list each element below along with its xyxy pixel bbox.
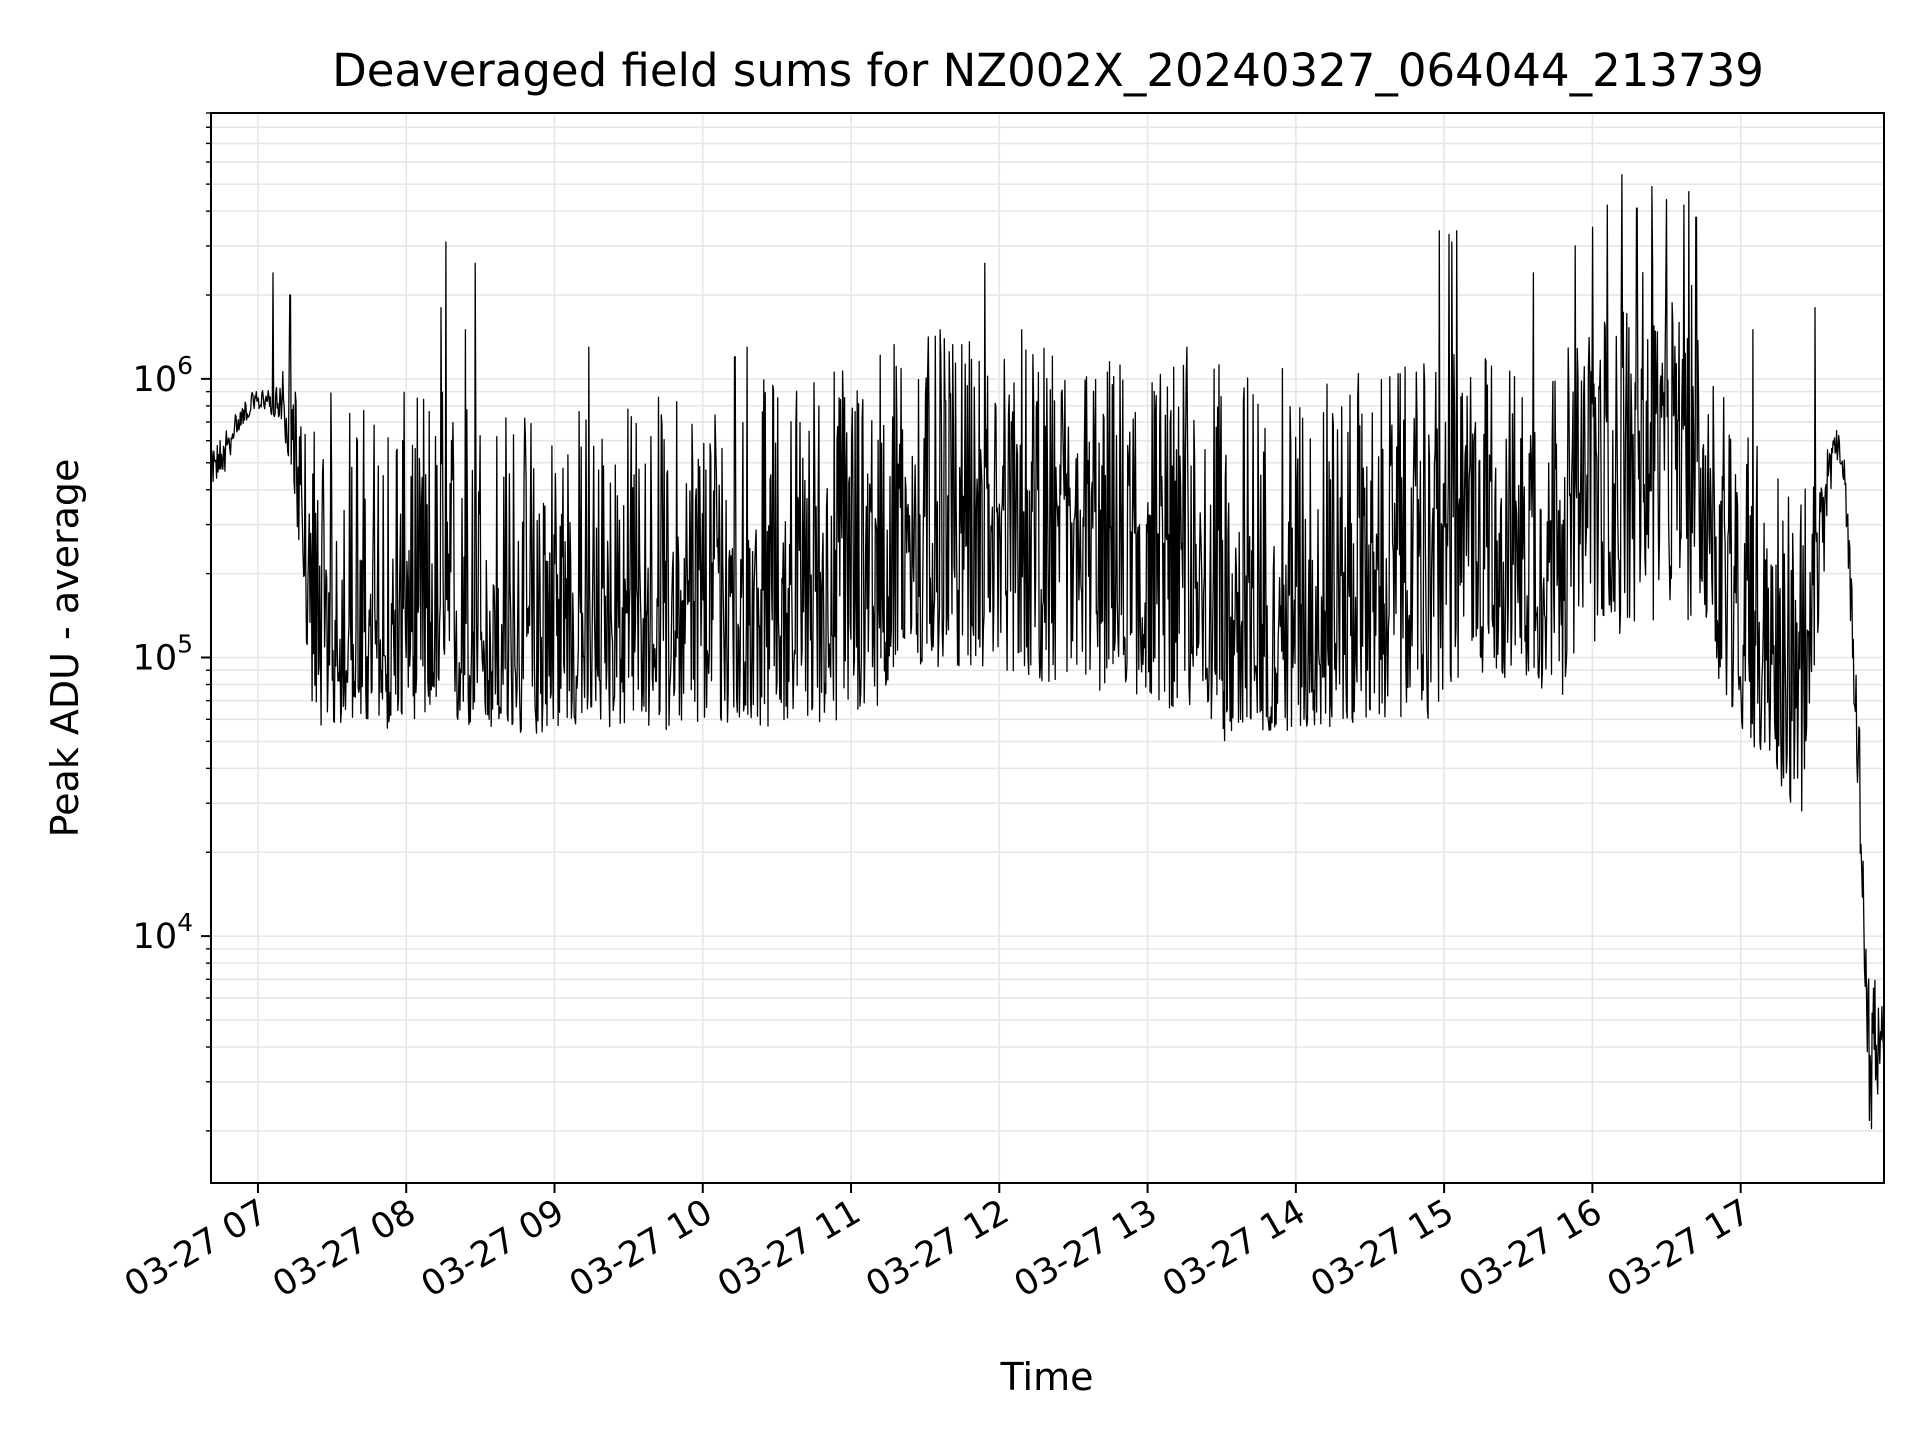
chart-title: Deaveraged field sums for NZ002X_2024032…	[332, 44, 1764, 97]
y-axis: 104 105 106	[133, 112, 211, 1132]
series-area	[211, 174, 1884, 1130]
plot-frame	[210, 112, 1885, 1184]
y-tick-label: 105	[133, 629, 193, 678]
x-axis-label: Time	[1000, 1355, 1094, 1399]
series-line	[211, 174, 1884, 1130]
y-tick-label: 104	[133, 908, 193, 957]
y-tick-label: 106	[133, 351, 193, 400]
y-axis-label: Peak ADU - average	[43, 459, 87, 838]
